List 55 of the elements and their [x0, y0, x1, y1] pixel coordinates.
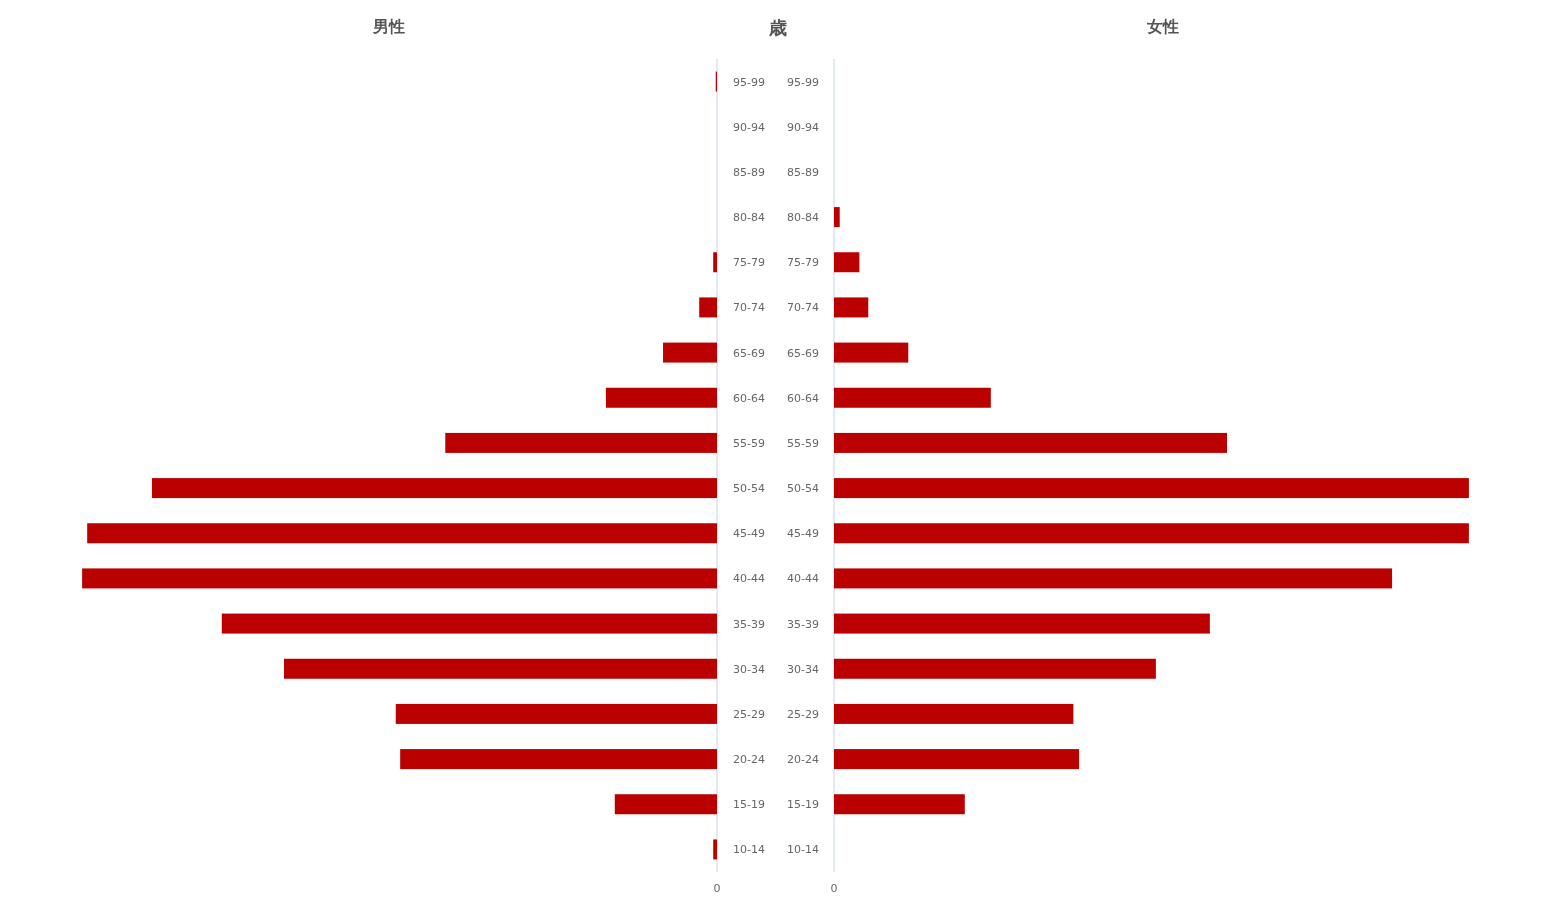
bar [834, 207, 840, 228]
y-tick-label: 15-19 [733, 798, 765, 812]
y-tick-label: 45-49 [733, 527, 765, 541]
y-tick-label: 35-39 [733, 617, 765, 631]
y-tick-label: 70-74 [787, 301, 819, 315]
y-tick-label: 50-54 [733, 482, 765, 496]
y-tick-label: 70-74 [733, 301, 765, 315]
y-tick-label: 90-94 [733, 120, 765, 134]
y-tick-label: 50-54 [787, 482, 819, 496]
bar [834, 749, 1080, 770]
y-tick-label: 65-69 [733, 346, 765, 360]
bar [834, 523, 1469, 544]
y-tick-label: 40-44 [733, 572, 765, 586]
bar [834, 478, 1469, 499]
y-tick-label: 55-59 [733, 436, 765, 450]
y-tick-label: 20-24 [787, 753, 819, 767]
bar [834, 568, 1393, 589]
y-tick-label: 80-84 [733, 211, 765, 225]
y-tick-label: 85-89 [733, 165, 765, 179]
text: 0 [830, 882, 838, 895]
bar [834, 252, 860, 273]
y-tick-label: 10-14 [733, 843, 765, 857]
y-tick-label: 35-39 [787, 617, 819, 631]
y-tick-label: 65-69 [787, 346, 819, 360]
y-tick-label: 55-59 [787, 436, 819, 450]
text: 0 [713, 882, 721, 895]
bar [834, 613, 1210, 634]
bar [834, 387, 991, 408]
y-axis-title: 歳 [768, 17, 787, 38]
y-tick-label: 85-89 [787, 165, 819, 179]
y-tick-label: 15-19 [787, 798, 819, 812]
bar [834, 432, 1227, 453]
y-tick-label: 60-64 [733, 391, 765, 405]
y-tick-label: 60-64 [787, 391, 819, 405]
chart-title: 女性 [1146, 17, 1179, 36]
bar [834, 297, 869, 318]
y-tick-label: 75-79 [733, 256, 765, 270]
y-tick-label: 25-29 [787, 707, 819, 721]
y-tick-label: 95-99 [787, 75, 819, 89]
y-tick-label: 30-34 [733, 662, 765, 676]
bar [834, 658, 1156, 679]
y-tick-label: 20-24 [733, 753, 765, 767]
y-tick-label: 40-44 [787, 572, 819, 586]
chart-title: 男性 [372, 17, 405, 36]
y-tick-label: 95-99 [733, 75, 765, 89]
y-tick-label: 10-14 [787, 843, 819, 857]
bar [834, 703, 1074, 724]
y-tick-label: 90-94 [787, 120, 819, 134]
y-tick-label: 45-49 [787, 527, 819, 541]
bar [834, 794, 965, 815]
y-tick-label: 80-84 [787, 211, 819, 225]
y-tick-label: 25-29 [733, 707, 765, 721]
y-tick-label: 75-79 [787, 256, 819, 270]
bar [834, 342, 909, 363]
y-tick-label: 30-34 [787, 662, 819, 676]
